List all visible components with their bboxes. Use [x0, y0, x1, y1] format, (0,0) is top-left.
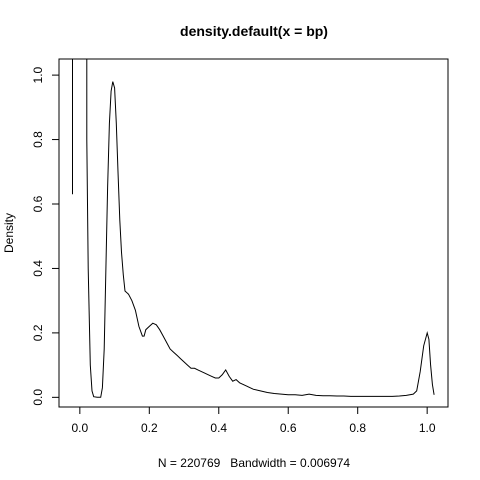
- x-tick-label: 0.6: [280, 421, 297, 435]
- density-curve: [72, 59, 435, 398]
- y-tick-label: 0.4: [31, 260, 45, 277]
- y-tick-label: 0.8: [31, 131, 45, 148]
- x-tick-label: 1.0: [419, 421, 436, 435]
- chart-title: density.default(x = bp): [180, 23, 328, 39]
- y-axis: 0.0 0.2 0.4 0.6 0.8 1.0: [31, 66, 60, 406]
- y-axis-title: Density: [2, 213, 16, 253]
- y-tick-label: 0.0: [31, 389, 45, 406]
- series-layer: [72, 59, 435, 398]
- plot-box: [58, 58, 449, 408]
- x-tick-label: 0.4: [210, 421, 227, 435]
- x-axis-title: N = 220769 Bandwidth = 0.006974: [158, 456, 350, 470]
- y-tick-label: 1.0: [31, 66, 45, 83]
- y-tick-label: 0.2: [31, 324, 45, 341]
- y-tick-label: 0.6: [31, 195, 45, 212]
- x-tick-label: 0.0: [71, 421, 88, 435]
- x-tick-label: 0.8: [349, 421, 366, 435]
- x-axis: 0.0 0.2 0.4 0.6 0.8 1.0: [71, 406, 436, 435]
- x-tick-label: 0.2: [141, 421, 158, 435]
